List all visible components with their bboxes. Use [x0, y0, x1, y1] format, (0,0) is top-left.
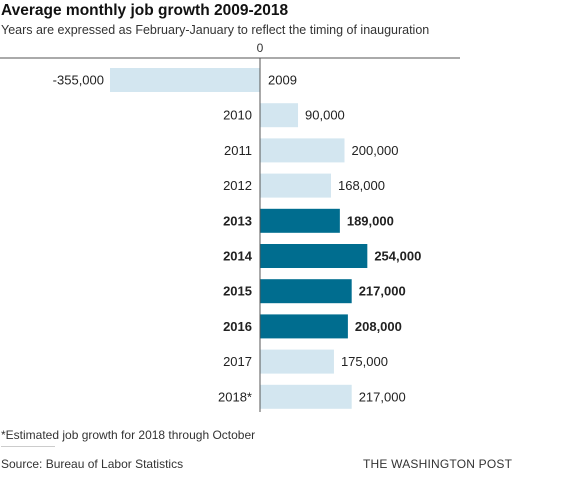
bar-2017 [260, 349, 334, 374]
value-label: 168,000 [338, 178, 385, 193]
value-label: 208,000 [355, 319, 402, 334]
category-label: 2016 [223, 319, 252, 334]
bar-2009 [110, 68, 260, 92]
value-label: -355,000 [53, 73, 104, 88]
bar-2012 [260, 173, 331, 198]
category-label: 2018* [218, 389, 252, 404]
category-label: 2015 [223, 284, 252, 299]
category-label: 2012 [223, 178, 252, 193]
category-label: 2013 [223, 213, 252, 228]
bar-2014 [260, 244, 368, 268]
job-growth-bar-chart: 0 2009 -355,000 2010 90,000 2011 200,000 2012 1… [0, 41, 460, 412]
category-label: 2010 [223, 108, 252, 123]
bar-2015 [260, 279, 352, 304]
value-label: 90,000 [305, 108, 345, 123]
bar-2011 [260, 138, 345, 163]
source-note: Source: Bureau of Labor Statistics [1, 457, 184, 471]
value-label: 175,000 [341, 354, 388, 369]
bars-layer: 2009 -355,000 2010 90,000 2011 200,000 2012 168… [53, 68, 421, 409]
category-label: 2009 [268, 73, 297, 88]
value-label: 189,000 [347, 213, 394, 228]
value-label: 217,000 [359, 389, 406, 404]
publisher-credit: THE WASHINGTON POST [363, 457, 513, 471]
footer-divider [1, 446, 55, 447]
footnote: *Estimated job growth for 2018 through O… [1, 428, 256, 442]
zero-tick-label: 0 [257, 41, 264, 55]
bar-2016 [260, 314, 348, 339]
value-label: 254,000 [374, 249, 421, 264]
value-label: 217,000 [359, 284, 406, 299]
bar-2013 [260, 208, 340, 233]
category-label: 2011 [224, 143, 252, 158]
chart-subtitle: Years are expressed as February-January … [1, 23, 430, 37]
bar-2010 [260, 103, 299, 128]
category-label: 2017 [223, 354, 252, 369]
chart-title: Average monthly job growth 2009-2018 [1, 2, 289, 19]
value-label: 200,000 [352, 143, 399, 158]
bar-2018 [260, 384, 352, 409]
category-label: 2014 [223, 249, 253, 264]
